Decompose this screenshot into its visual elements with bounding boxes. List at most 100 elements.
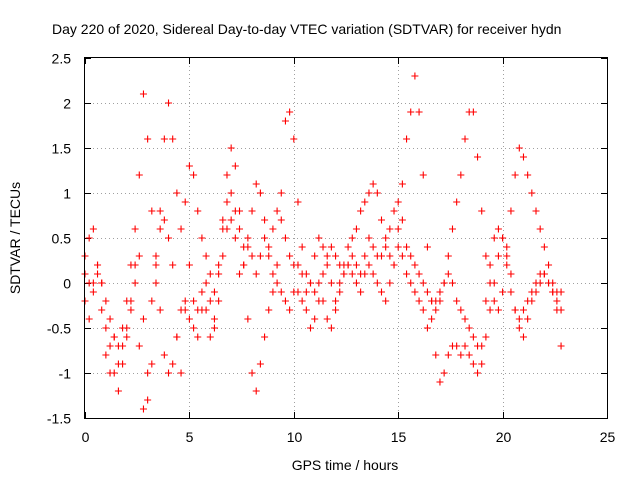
- data-point-C: [323, 261, 331, 269]
- data-point-C: [465, 324, 473, 332]
- data-point-A: [160, 351, 168, 359]
- data-point-C: [290, 288, 298, 296]
- data-point-B: [94, 270, 102, 278]
- x-axis-title: GPS time / hours: [292, 457, 399, 473]
- data-point-B: [390, 207, 398, 215]
- data-point-A: [190, 324, 198, 332]
- y-tick-label: -0.5: [47, 321, 71, 337]
- data-point-A: [89, 225, 97, 233]
- data-point-B: [210, 288, 218, 296]
- data-point-A: [298, 243, 306, 251]
- data-point-A: [344, 243, 352, 251]
- data-point-B: [248, 207, 256, 215]
- data-point-C: [390, 261, 398, 269]
- data-point-B: [319, 270, 327, 278]
- data-point-C: [123, 333, 131, 341]
- data-point-C: [457, 306, 465, 314]
- data-point-A: [465, 351, 473, 359]
- data-point-C: [294, 261, 302, 269]
- data-point-B: [286, 252, 294, 260]
- data-point-A: [474, 369, 482, 377]
- data-point-C: [327, 279, 335, 287]
- data-point-B: [457, 171, 465, 179]
- data-point-B: [499, 288, 507, 296]
- data-point-C: [311, 252, 319, 260]
- data-point-B: [223, 198, 231, 206]
- data-point-B: [519, 153, 527, 161]
- data-point-B: [298, 297, 306, 305]
- y-tick-label: 2: [63, 96, 71, 112]
- data-point-A: [231, 162, 239, 170]
- data-point-B: [403, 243, 411, 251]
- data-point-B: [545, 261, 553, 269]
- data-point-B: [507, 207, 515, 215]
- data-point-C: [536, 279, 544, 287]
- data-point-C: [348, 270, 356, 278]
- data-point-C: [102, 324, 110, 332]
- data-point-B: [557, 342, 565, 350]
- data-point-C: [474, 342, 482, 350]
- data-point-C: [185, 261, 193, 269]
- data-point-C: [144, 369, 152, 377]
- data-point-B: [315, 297, 323, 305]
- data-point-C: [553, 297, 561, 305]
- data-point-C: [361, 270, 369, 278]
- data-point-A: [482, 297, 490, 305]
- data-point-C: [298, 270, 306, 278]
- data-point-C: [444, 270, 452, 278]
- data-point-A: [181, 297, 189, 305]
- data-point-B: [277, 216, 285, 224]
- data-point-A: [290, 135, 298, 143]
- data-point-A: [382, 234, 390, 242]
- data-point-C: [256, 252, 264, 260]
- data-point-A: [85, 234, 93, 242]
- data-point-C: [373, 279, 381, 287]
- data-point-C: [369, 270, 377, 278]
- data-point-A: [215, 270, 223, 278]
- data-point-B: [190, 171, 198, 179]
- data-point-C: [173, 333, 181, 341]
- data-point-A: [361, 198, 369, 206]
- y-axis-title: SDTVAR / TECUs: [7, 182, 23, 294]
- data-point-A: [244, 315, 252, 323]
- data-point-C: [302, 288, 310, 296]
- data-point-A: [444, 351, 452, 359]
- data-point-C: [423, 324, 431, 332]
- data-point-A: [415, 108, 423, 116]
- data-point-B: [398, 216, 406, 224]
- data-point-C: [198, 306, 206, 314]
- data-point-B: [231, 207, 239, 215]
- data-point-B: [490, 297, 498, 305]
- data-point-C: [382, 297, 390, 305]
- data-point-B: [444, 252, 452, 260]
- data-point-A: [102, 351, 110, 359]
- data-point-B: [269, 225, 277, 233]
- data-point-B: [256, 189, 264, 197]
- data-point-A: [219, 216, 227, 224]
- data-point-C: [269, 270, 277, 278]
- data-point-A: [357, 207, 365, 215]
- data-point-A: [432, 351, 440, 359]
- data-point-A: [369, 180, 377, 188]
- data-point-A: [494, 225, 502, 233]
- data-point-A: [206, 333, 214, 341]
- data-point-B: [165, 99, 173, 107]
- data-point-C: [377, 288, 385, 296]
- data-point-B: [307, 324, 315, 332]
- data-point-B: [394, 198, 402, 206]
- data-point-C: [365, 261, 373, 269]
- data-point-C: [515, 324, 523, 332]
- y-tick-label: -1: [59, 366, 72, 382]
- data-point-B: [336, 261, 344, 269]
- data-point-A: [394, 225, 402, 233]
- data-point-B: [152, 279, 160, 287]
- data-point-B: [369, 243, 377, 251]
- data-point-C: [448, 279, 456, 287]
- data-point-B: [461, 135, 469, 143]
- x-tick-label: 0: [82, 429, 90, 445]
- data-point-C: [85, 315, 93, 323]
- data-point-C: [545, 279, 553, 287]
- data-point-A: [332, 306, 340, 314]
- data-point-A: [453, 342, 461, 350]
- y-tick-label: 1: [63, 186, 71, 202]
